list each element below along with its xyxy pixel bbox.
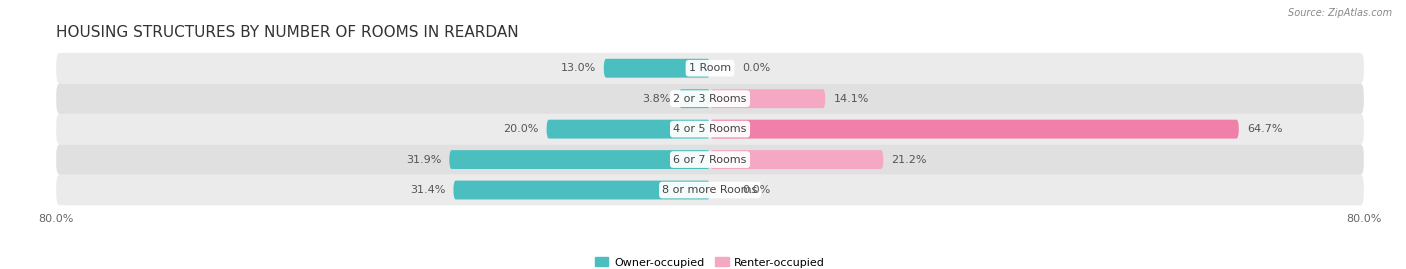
FancyBboxPatch shape — [56, 175, 1364, 205]
Text: 13.0%: 13.0% — [561, 63, 596, 73]
FancyBboxPatch shape — [56, 83, 1364, 114]
Text: 4 or 5 Rooms: 4 or 5 Rooms — [673, 124, 747, 134]
Text: 20.0%: 20.0% — [503, 124, 538, 134]
Legend: Owner-occupied, Renter-occupied: Owner-occupied, Renter-occupied — [591, 253, 830, 269]
Text: 21.2%: 21.2% — [891, 155, 927, 165]
Text: 31.9%: 31.9% — [406, 155, 441, 165]
FancyBboxPatch shape — [56, 144, 1364, 175]
FancyBboxPatch shape — [679, 89, 710, 108]
FancyBboxPatch shape — [547, 120, 710, 139]
FancyBboxPatch shape — [603, 59, 710, 78]
Text: 8 or more Rooms: 8 or more Rooms — [662, 185, 758, 195]
Text: 64.7%: 64.7% — [1247, 124, 1282, 134]
FancyBboxPatch shape — [710, 120, 1239, 139]
Text: 0.0%: 0.0% — [742, 185, 770, 195]
FancyBboxPatch shape — [56, 114, 1364, 144]
Text: 1 Room: 1 Room — [689, 63, 731, 73]
FancyBboxPatch shape — [450, 150, 710, 169]
Text: 6 or 7 Rooms: 6 or 7 Rooms — [673, 155, 747, 165]
FancyBboxPatch shape — [710, 89, 825, 108]
Text: HOUSING STRUCTURES BY NUMBER OF ROOMS IN REARDAN: HOUSING STRUCTURES BY NUMBER OF ROOMS IN… — [56, 25, 519, 40]
FancyBboxPatch shape — [56, 53, 1364, 83]
FancyBboxPatch shape — [453, 180, 710, 200]
Text: 0.0%: 0.0% — [742, 63, 770, 73]
Text: Source: ZipAtlas.com: Source: ZipAtlas.com — [1288, 8, 1392, 18]
Text: 3.8%: 3.8% — [643, 94, 671, 104]
Text: 2 or 3 Rooms: 2 or 3 Rooms — [673, 94, 747, 104]
Text: 31.4%: 31.4% — [411, 185, 446, 195]
FancyBboxPatch shape — [710, 150, 883, 169]
Text: 14.1%: 14.1% — [834, 94, 869, 104]
